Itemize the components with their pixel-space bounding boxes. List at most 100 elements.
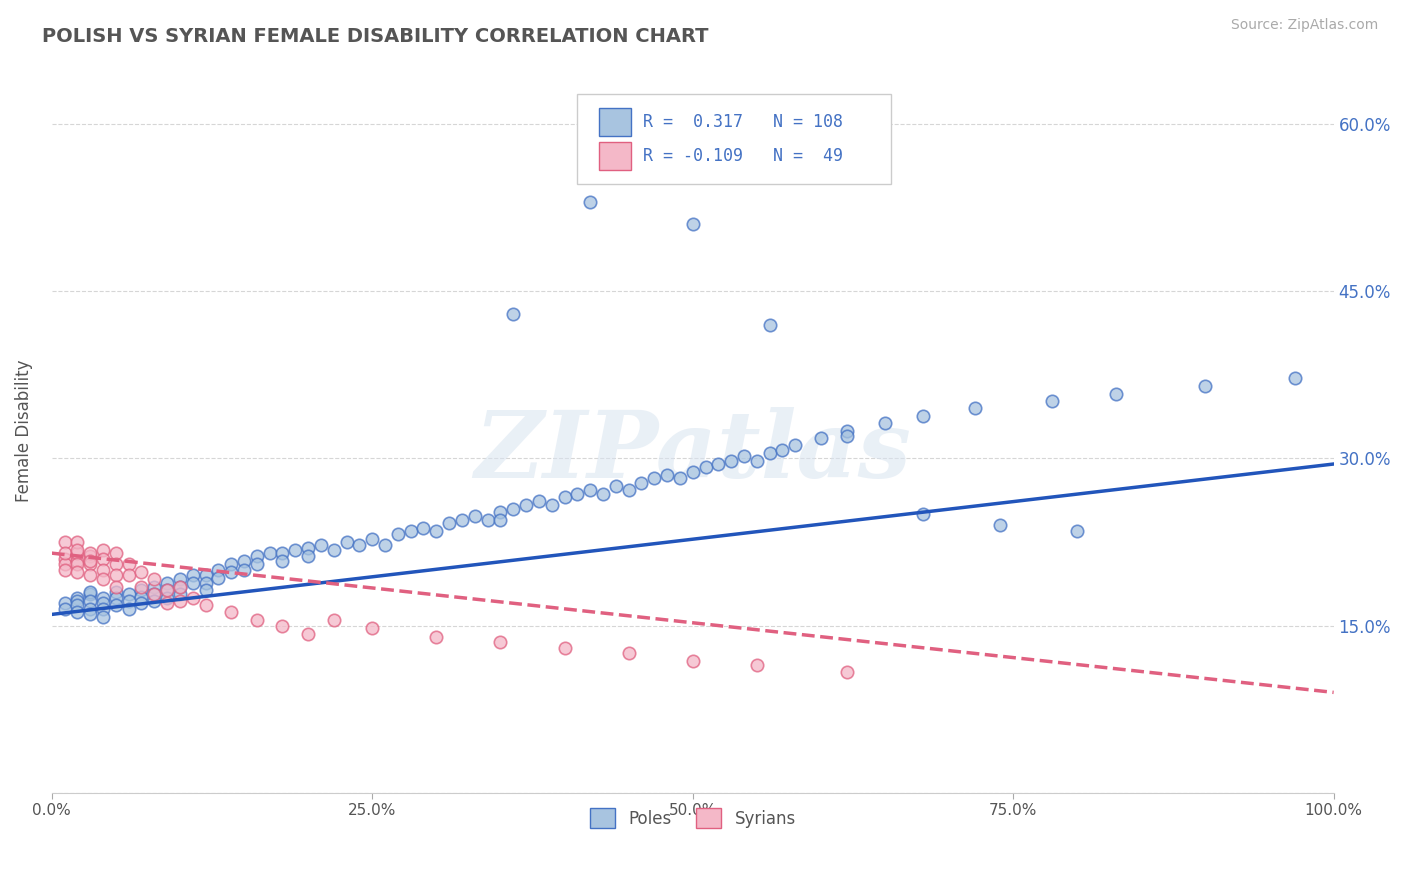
- Point: [143, 587, 166, 601]
- Point: [682, 218, 704, 232]
- Point: [733, 449, 755, 463]
- Point: [66, 565, 89, 579]
- Point: [655, 468, 678, 483]
- Point: [169, 594, 191, 608]
- Point: [502, 501, 524, 516]
- Point: [271, 618, 294, 632]
- Point: [592, 487, 614, 501]
- Point: [91, 602, 114, 616]
- Text: R = -0.109   N =  49: R = -0.109 N = 49: [643, 147, 842, 165]
- Point: [835, 424, 858, 438]
- Point: [104, 546, 127, 560]
- Point: [219, 605, 242, 619]
- Point: [169, 587, 191, 601]
- Point: [707, 457, 730, 471]
- Point: [515, 498, 537, 512]
- Point: [91, 596, 114, 610]
- Point: [91, 551, 114, 566]
- Point: [66, 535, 89, 549]
- Point: [361, 621, 384, 635]
- Point: [79, 607, 101, 622]
- Point: [53, 558, 76, 572]
- Point: [169, 580, 191, 594]
- Point: [246, 558, 269, 572]
- Point: [181, 591, 204, 605]
- Point: [695, 460, 717, 475]
- Point: [643, 471, 665, 485]
- Point: [297, 541, 319, 555]
- Point: [169, 580, 191, 594]
- Point: [810, 431, 832, 445]
- Text: POLISH VS SYRIAN FEMALE DISABILITY CORRELATION CHART: POLISH VS SYRIAN FEMALE DISABILITY CORRE…: [42, 27, 709, 45]
- Point: [143, 594, 166, 608]
- Point: [91, 609, 114, 624]
- Point: [66, 599, 89, 613]
- Point: [79, 568, 101, 582]
- Point: [53, 551, 76, 566]
- Point: [322, 542, 344, 557]
- Point: [79, 546, 101, 560]
- Point: [835, 429, 858, 443]
- Point: [143, 572, 166, 586]
- Point: [118, 602, 141, 616]
- Bar: [599, 143, 631, 169]
- Point: [284, 542, 307, 557]
- Point: [181, 568, 204, 582]
- Point: [873, 416, 896, 430]
- Point: [349, 538, 371, 552]
- Point: [79, 602, 101, 616]
- Point: [91, 563, 114, 577]
- Point: [617, 647, 640, 661]
- Point: [66, 594, 89, 608]
- Point: [1284, 371, 1306, 385]
- Point: [425, 524, 447, 538]
- Point: [502, 307, 524, 321]
- Point: [605, 479, 627, 493]
- Point: [477, 513, 499, 527]
- Point: [143, 587, 166, 601]
- Point: [1066, 524, 1088, 538]
- Point: [437, 516, 460, 530]
- Point: [207, 571, 229, 585]
- Point: [540, 498, 562, 512]
- Text: R =  0.317   N = 108: R = 0.317 N = 108: [643, 113, 842, 131]
- Point: [118, 568, 141, 582]
- Point: [399, 524, 422, 538]
- Point: [118, 587, 141, 601]
- Point: [682, 465, 704, 479]
- Point: [489, 635, 512, 649]
- Point: [53, 535, 76, 549]
- Point: [720, 453, 742, 467]
- Point: [669, 471, 692, 485]
- Point: [758, 446, 780, 460]
- Point: [66, 558, 89, 572]
- Point: [104, 580, 127, 594]
- Point: [156, 591, 179, 605]
- Point: [66, 605, 89, 619]
- Point: [233, 563, 256, 577]
- Point: [181, 576, 204, 591]
- Point: [91, 542, 114, 557]
- Point: [425, 630, 447, 644]
- Point: [464, 509, 486, 524]
- Point: [770, 442, 793, 457]
- Point: [271, 546, 294, 560]
- Point: [233, 554, 256, 568]
- Point: [131, 580, 153, 594]
- Point: [207, 563, 229, 577]
- Point: [104, 568, 127, 582]
- Point: [79, 585, 101, 599]
- Point: [53, 563, 76, 577]
- Point: [246, 549, 269, 564]
- Point: [246, 613, 269, 627]
- Point: [553, 491, 575, 505]
- Point: [91, 591, 114, 605]
- Point: [79, 554, 101, 568]
- Point: [297, 549, 319, 564]
- Point: [131, 590, 153, 604]
- Point: [66, 546, 89, 560]
- Point: [912, 507, 935, 521]
- Point: [758, 318, 780, 332]
- Point: [271, 554, 294, 568]
- FancyBboxPatch shape: [578, 94, 891, 185]
